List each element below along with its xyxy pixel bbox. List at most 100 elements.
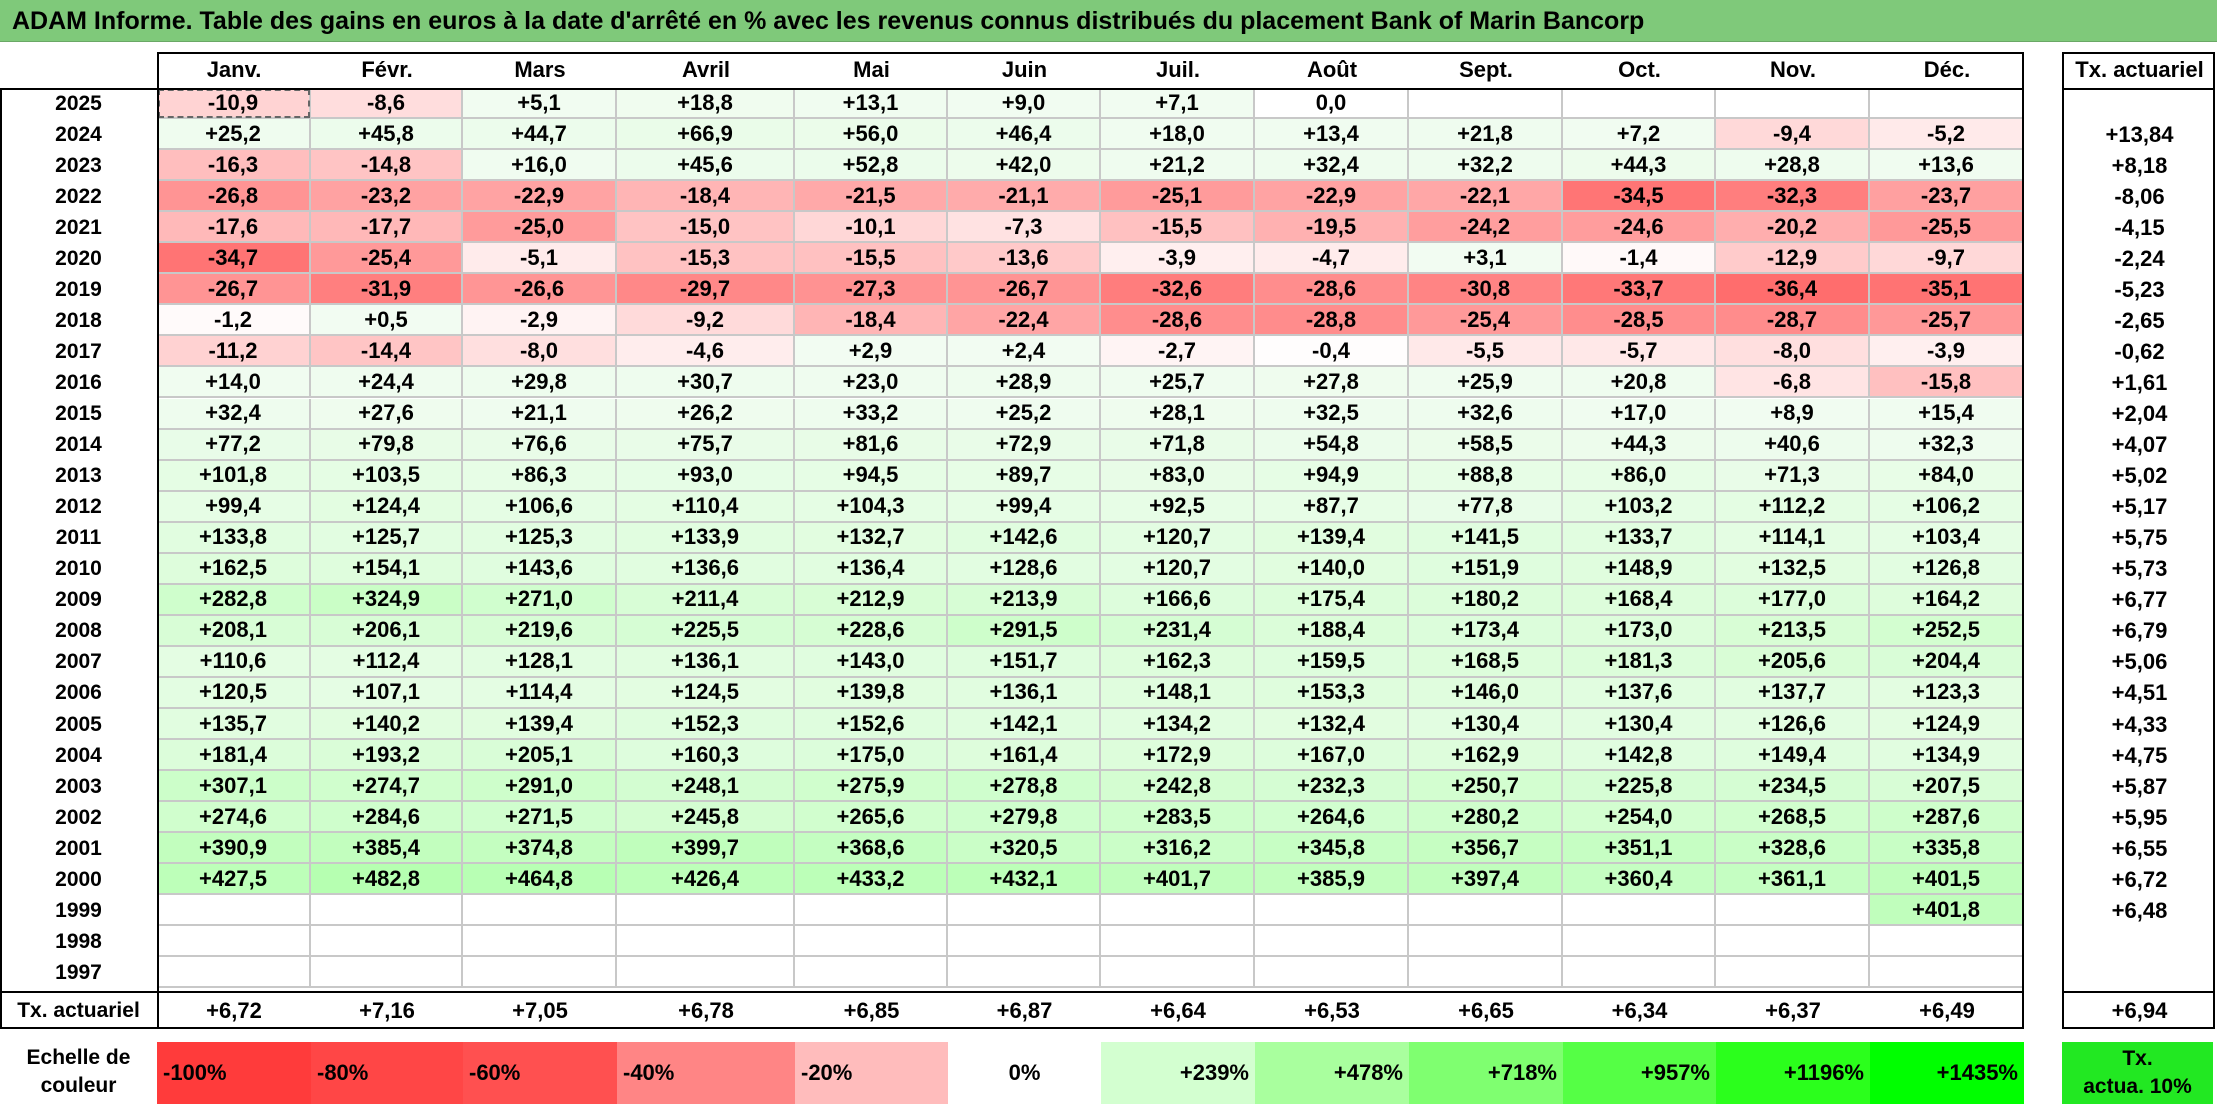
table-cell: +426,4	[617, 864, 795, 896]
table-cell: -15,3	[617, 243, 795, 275]
row-rate: +6,79	[2111, 618, 2168, 644]
table-cell: +2,4	[948, 336, 1101, 368]
table-cell	[1870, 88, 2024, 120]
row-rate: -2,24	[2114, 245, 2165, 271]
row-rate: +1,61	[2111, 369, 2168, 395]
table-cell: +137,7	[1716, 677, 1870, 709]
table-cell: -8,6	[311, 88, 463, 120]
table-cell: +143,6	[463, 553, 617, 585]
table-cell: +139,8	[795, 677, 948, 709]
table-cell: +180,2	[1409, 584, 1563, 616]
table-cell	[463, 926, 617, 958]
table-cell: +130,4	[1409, 709, 1563, 741]
color-scale-label-line: couleur	[40, 1074, 117, 1097]
table-cell: +72,9	[948, 429, 1101, 461]
table-cell: +307,1	[157, 771, 311, 803]
table-cell: +164,2	[1870, 584, 2024, 616]
table-cell: +320,5	[948, 833, 1101, 865]
row-rate: -4,15	[2114, 214, 2165, 240]
table-cell: -25,0	[463, 212, 617, 244]
row-rate: +5,73	[2111, 556, 2168, 582]
table-cell: -15,5	[795, 243, 948, 275]
table-cell: +32,6	[1409, 398, 1563, 430]
table-cell: +274,7	[311, 771, 463, 803]
table-cell: -22,4	[948, 305, 1101, 337]
table-cell: +15,4	[1870, 398, 2024, 430]
table-cell: +133,7	[1563, 522, 1716, 554]
year-label: 2000	[55, 867, 102, 891]
table-cell: +464,8	[463, 864, 617, 896]
table-cell: +205,6	[1716, 646, 1870, 678]
table-cell: +46,4	[948, 119, 1101, 151]
table-cell: +0,5	[311, 305, 463, 337]
table-cell: +25,2	[948, 398, 1101, 430]
table-cell: +274,6	[157, 802, 311, 834]
table-cell: +245,8	[617, 802, 795, 834]
table-cell: +77,8	[1409, 491, 1563, 523]
table-cell: +2,9	[795, 336, 948, 368]
table-cell: +84,0	[1870, 460, 2024, 492]
table-cell: +103,5	[311, 460, 463, 492]
table-cell: +8,9	[1716, 398, 1870, 430]
table-cell: +234,5	[1716, 771, 1870, 803]
footer-divider	[2062, 991, 2215, 994]
table-cell: -11,2	[157, 336, 311, 368]
table-cell: -12,9	[1716, 243, 1870, 275]
color-scale-swatch: -20%	[795, 1042, 948, 1104]
table-cell: -5,7	[1563, 336, 1716, 368]
table-cell: +25,9	[1409, 367, 1563, 399]
table-cell: +136,1	[617, 646, 795, 678]
footer-rate: +7,05	[512, 998, 568, 1024]
table-cell: +271,5	[463, 802, 617, 834]
table-cell: -5,5	[1409, 336, 1563, 368]
table-cell	[617, 957, 795, 989]
footer-rate: +6,64	[1150, 998, 1206, 1024]
table-cell	[311, 895, 463, 927]
table-cell: +151,9	[1409, 553, 1563, 585]
table-cell: +128,1	[463, 646, 617, 678]
table-cell: -21,1	[948, 181, 1101, 213]
table-cell: +161,4	[948, 740, 1101, 772]
footer-rate: +6,53	[1304, 998, 1360, 1024]
month-header: Juin	[1001, 57, 1048, 82]
table-cell: -15,8	[1870, 367, 2024, 399]
month-header: Mars	[514, 57, 566, 82]
table-cell: +20,8	[1563, 367, 1716, 399]
month-header: Janv.	[206, 57, 262, 82]
table-cell: +207,5	[1870, 771, 2024, 803]
table-cell: +211,4	[617, 584, 795, 616]
table-cell: -4,6	[617, 336, 795, 368]
table-cell: +316,2	[1101, 833, 1255, 865]
table-cell: +254,0	[1563, 802, 1716, 834]
table-cell: -7,3	[948, 212, 1101, 244]
table-cell: +142,1	[948, 709, 1101, 741]
rate-column-header: Tx. actuariel	[2075, 57, 2204, 82]
color-scale-label: Echelle de couleur	[0, 1044, 157, 1100]
table-cell: +368,6	[795, 833, 948, 865]
table-cell: +24,4	[311, 367, 463, 399]
table-cell: +172,9	[1101, 740, 1255, 772]
table-cell: -32,6	[1101, 274, 1255, 306]
table-cell: +205,1	[463, 740, 617, 772]
table-cell: +45,8	[311, 119, 463, 151]
table-cell: -14,4	[311, 336, 463, 368]
table-cell: -22,9	[463, 181, 617, 213]
year-label: 2006	[55, 681, 102, 705]
color-scale-swatch: -60%	[463, 1042, 617, 1104]
table-cell: -4,7	[1255, 243, 1409, 275]
table-cell: +104,3	[795, 491, 948, 523]
table-cell	[948, 926, 1101, 958]
year-label: 2023	[55, 153, 102, 177]
table-cell: +18,0	[1101, 119, 1255, 151]
table-cell: +79,8	[311, 429, 463, 461]
footer-rate: +6,87	[996, 998, 1053, 1024]
year-label: 2019	[55, 277, 102, 301]
table-cell	[157, 926, 311, 958]
table-cell: +351,1	[1563, 833, 1716, 865]
table-cell: +28,1	[1101, 398, 1255, 430]
table-cell	[1870, 957, 2024, 989]
table-cell: +142,6	[948, 522, 1101, 554]
table-cell: +173,4	[1409, 615, 1563, 647]
table-cell: +433,2	[795, 864, 948, 896]
table-cell: +76,6	[463, 429, 617, 461]
